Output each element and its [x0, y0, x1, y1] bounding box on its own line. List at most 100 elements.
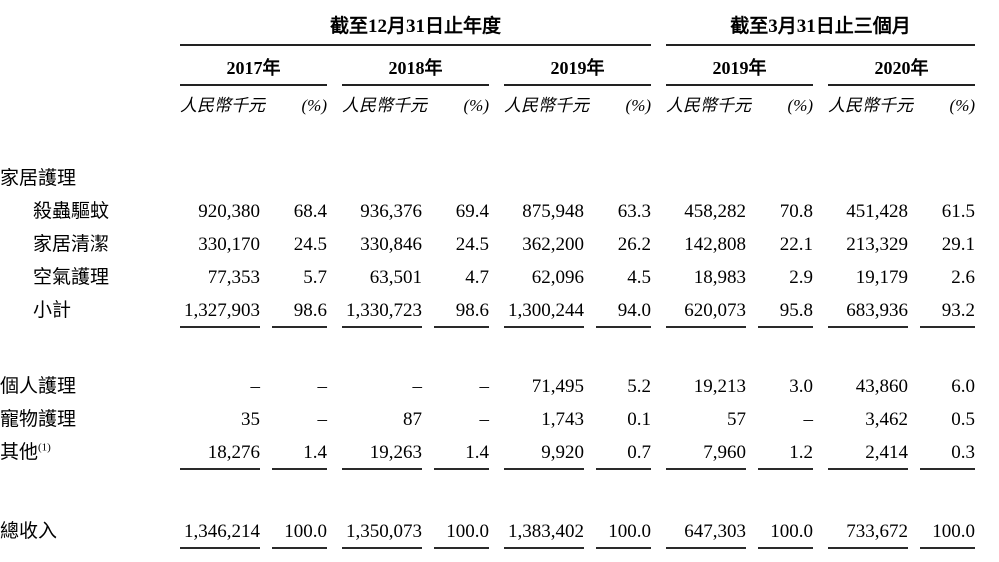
table-row-total: 總收入 1,346,214 100.0 1,350,073 100.0 1,383,402…	[0, 511, 999, 549]
row-label-text: 總收入	[0, 521, 58, 543]
cell-value: 19,179	[855, 267, 909, 289]
percent-cell: 100.0	[908, 511, 976, 549]
row-end-spacer	[975, 366, 999, 399]
amount-cell: 77,353	[165, 257, 260, 290]
cell-value: 77,353	[207, 267, 260, 289]
spacer-row	[0, 328, 999, 366]
cell-value: 62,096	[531, 267, 584, 289]
percent-cell: 93.2	[908, 290, 976, 328]
cell-value: 1,350,073	[342, 520, 422, 549]
cell-value: 458,282	[684, 201, 747, 223]
amount-cell: 62,096	[489, 257, 584, 290]
table-row-item: 個人護理 – – – – 71,495 5.2 19,213 3.0 43,860 6.0	[0, 366, 999, 399]
percent-cell: 68.4	[260, 191, 327, 224]
cell-value: 68.4	[293, 201, 327, 223]
unit-header-row: 人民幣千元 (%) 人民幣千元 (%) 人民幣千元 (%) 人民幣千元 (%) …	[0, 86, 999, 122]
percent-cell: 0.1	[584, 399, 651, 432]
amount-cell: 213,329	[813, 224, 908, 257]
row-label: 家居清潔	[0, 224, 165, 257]
cell-value: –	[317, 376, 328, 398]
cell-value: 936,376	[360, 201, 422, 223]
unit-header: 人民幣千元	[180, 95, 265, 115]
cell-value: 43,860	[855, 376, 909, 398]
percent-cell: 2.9	[746, 257, 813, 290]
cell-value: 451,428	[846, 201, 909, 223]
cell-value: 920,380	[198, 201, 260, 223]
amount-cell: 57	[651, 399, 746, 432]
cell-value: 1,383,402	[504, 520, 584, 549]
cell-value: 1,330,723	[342, 299, 422, 328]
amount-cell: 2,414	[813, 432, 909, 470]
amount-cell: 1,300,244	[489, 290, 584, 328]
amount-cell: –	[165, 366, 261, 399]
spacer-cell	[0, 470, 999, 511]
cell-value: 98.6	[434, 299, 489, 328]
percent-header: (%)	[625, 95, 652, 115]
row-label-text: 寵物護理	[0, 409, 77, 431]
amount-cell: 683,936	[813, 290, 909, 328]
cell-value: 1.4	[434, 441, 489, 470]
amount-cell: 875,948	[489, 191, 584, 224]
period-group-header-row: 截至12月31日止年度 截至3月31日止三個月	[0, 0, 999, 46]
cell-value: 87	[403, 409, 422, 431]
percent-cell: 100.0	[422, 511, 489, 549]
amount-cell: 19,213	[651, 366, 746, 399]
row-end-spacer	[975, 257, 999, 290]
table-row-item: 寵物護理 35 – 87 – 1,743 0.1 57 – 3,462 0.5	[0, 399, 999, 432]
amount-cell: 1,350,073	[327, 511, 422, 549]
amount-cell: 71,495	[489, 366, 584, 399]
percent-cell: 95.8	[746, 290, 814, 328]
cell-value: 18,983	[693, 267, 747, 289]
percent-cell: 0.3	[908, 432, 976, 470]
cell-value: 0.1	[627, 409, 652, 431]
percent-cell: 0.7	[584, 432, 652, 470]
row-label-text: 家居護理	[0, 168, 77, 190]
period-group-annual-title: 截至12月31日止年度	[180, 15, 652, 46]
percent-cell: –	[260, 399, 328, 432]
cell-value: 0.5	[951, 409, 976, 431]
table-row-subtotal: 其他(1) 18,276 1.4 19,263 1.4 9,920 0.7 7,960 1.2 2…	[0, 432, 999, 470]
percent-cell: 98.6	[260, 290, 327, 328]
cell-value: 2,414	[828, 441, 909, 470]
table-row-item: 空氣護理 77,353 5.7 63,501 4.7 62,096 4.5 18,983 2.9…	[0, 257, 999, 290]
row-label-text: 家居清潔	[33, 234, 110, 256]
table-row-section: 家居護理	[0, 158, 999, 191]
cell-value: 683,936	[828, 299, 909, 328]
percent-cell: 1.2	[746, 432, 814, 470]
cell-value: 26.2	[617, 234, 652, 256]
percent-cell: 61.5	[908, 191, 975, 224]
cell-value: 1,346,214	[180, 520, 260, 549]
percent-header: (%)	[787, 95, 814, 115]
cell-value: 1,300,244	[504, 299, 584, 328]
amount-cell: 1,346,214	[165, 511, 260, 549]
cell-value: 1.2	[758, 441, 814, 470]
percent-cell: 22.1	[746, 224, 813, 257]
year-header-2019-q1: 2019年	[651, 46, 814, 86]
percent-cell: 29.1	[908, 224, 975, 257]
percent-header: (%)	[301, 95, 327, 115]
percent-cell: 26.2	[584, 224, 651, 257]
amount-cell: 7,960	[651, 432, 747, 470]
header-spacer-cell	[0, 46, 165, 86]
percent-cell: 100.0	[260, 511, 327, 549]
cell-value: 7,960	[666, 441, 747, 470]
cell-value: 61.5	[941, 201, 976, 223]
cell-value: 93.2	[920, 299, 976, 328]
cell-value: –	[317, 409, 328, 431]
cell-value: 63,501	[369, 267, 422, 289]
spacer-cell	[0, 122, 999, 158]
period-group-annual: 截至12月31日止年度	[165, 0, 652, 46]
year-header-2020-q1: 2020年	[813, 46, 976, 86]
cell-value: 19,213	[693, 376, 747, 398]
row-label: 寵物護理	[0, 399, 165, 432]
table-row-item: 家居清潔 330,170 24.5 330,846 24.5 362,200 26.2 142…	[0, 224, 999, 257]
percent-cell: 5.7	[260, 257, 327, 290]
amount-cell: 9,920	[489, 432, 584, 470]
amount-cell: 362,200	[489, 224, 584, 257]
cell-value: 1,327,903	[180, 299, 260, 328]
row-label: 個人護理	[0, 366, 165, 399]
percent-cell: –	[260, 366, 328, 399]
row-end-spacer	[975, 290, 999, 328]
amount-cell: 142,808	[651, 224, 746, 257]
amount-cell: 620,073	[651, 290, 747, 328]
